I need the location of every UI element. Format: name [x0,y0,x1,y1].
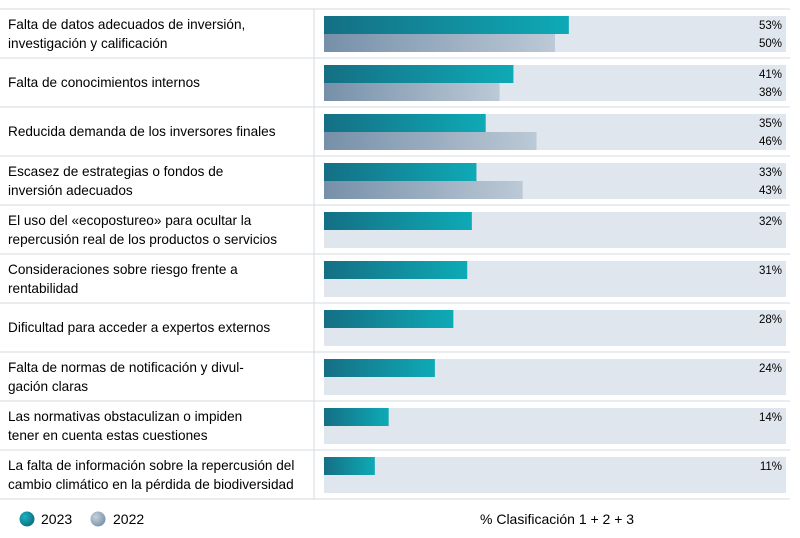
bar-2023 [324,310,454,328]
category-label: Consideraciones sobre riesgo frente a ren… [8,262,238,296]
category-label-line: rentabilidad [8,281,78,296]
bar-2023 [324,359,435,377]
value-label-2023: 41% [759,69,782,81]
bar-2023 [324,261,468,279]
category-label-line: Falta de datos adecuados de inversión, [8,17,245,32]
category-label-line: Reducida demanda de los inversores final… [8,124,276,139]
bar-track [324,328,786,346]
category-label: Falta de datos adecuados de inversión, in… [8,17,245,51]
category-label-line: investigación y calificación [8,36,167,51]
value-label-2023: 11% [760,461,782,473]
bar-track [324,359,786,377]
category-label: Las normativas obstaculizan o impiden ten… [8,409,242,443]
bar-track [324,475,786,493]
bar-track [324,457,786,475]
bar-track [324,230,786,248]
bar-2023 [324,212,472,230]
value-label-2022: 38% [759,87,782,99]
category-label: Falta de conocimientos internos [8,75,200,90]
bar-2023 [324,163,477,181]
category-label-line: tener en cuenta estas cuestiones [8,428,208,443]
legend-label-2022: 2022 [113,511,144,527]
value-label-2023: 24% [759,363,782,375]
bar-2023 [324,457,375,475]
bar-2022 [324,83,500,101]
category-label: Dificultad para acceder a expertos exter… [8,320,270,335]
bar-track [324,279,786,297]
category-label: Falta de normas de notificación y divul-… [8,360,244,394]
value-label-2023: 28% [759,314,782,326]
category-label: Reducida demanda de los inversores final… [8,124,276,139]
value-label-2023: 35% [759,118,782,130]
value-label-2023: 53% [759,20,782,32]
bar-2023 [324,65,514,83]
value-label-2023: 33% [759,167,782,179]
category-label-line: Las normativas obstaculizan o impiden [8,409,242,424]
category-label-line: gación claras [8,379,88,394]
category-label: Escasez de estrategias o fondos de invers… [8,164,223,198]
category-label-line: Escasez de estrategias o fondos de [8,164,223,179]
category-label-line: La falta de información sobre la repercu… [8,458,294,473]
category-label: El uso del «ecopostureo» para ocultar la… [8,213,277,247]
value-label-2022: 46% [759,136,782,148]
category-label-line: cambio climático en la pérdida de biodiv… [8,477,294,492]
category-label-line: Dificultad para acceder a expertos exter… [8,320,270,335]
bar-track [324,377,786,395]
value-label-2023: 14% [759,412,782,424]
legend-marker-2023 [19,511,35,527]
value-label-2022: 50% [759,38,782,50]
category-label-line: Falta de conocimientos internos [8,75,200,90]
category-label-line: Consideraciones sobre riesgo frente a [8,262,238,277]
value-label-2022: 43% [759,185,782,197]
legend-label-2023: 2023 [41,511,72,527]
category-label-line: inversión adecuados [8,183,133,198]
bar-2023 [324,16,569,34]
category-label-line: El uso del «ecopostureo» para ocultar la [8,213,252,228]
bar-track [324,426,786,444]
category-label: La falta de información sobre la repercu… [8,458,294,492]
bar-2022 [324,34,555,52]
bar-track [324,408,786,426]
bar-2023 [324,114,486,132]
value-label-2023: 32% [759,216,782,228]
bar-2023 [324,408,389,426]
x-axis-label: % Clasificación 1 + 2 + 3 [480,511,634,527]
category-label-line: Falta de normas de notificación y divul- [8,360,244,375]
bar-2022 [324,181,523,199]
legend-marker-2022 [90,511,106,527]
category-label-line: repercusión real de los productos o serv… [8,232,277,247]
bar-2022 [324,132,537,150]
value-label-2023: 31% [759,265,782,277]
